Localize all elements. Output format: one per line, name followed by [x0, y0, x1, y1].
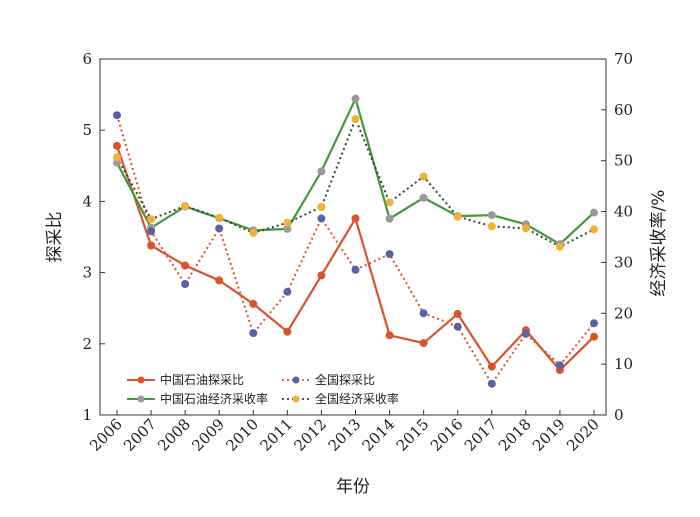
data-point: [113, 158, 121, 167]
data-point: [385, 214, 394, 223]
x-tick-label: 2016: [427, 415, 467, 455]
data-point: [249, 329, 258, 338]
y2-tick-label: 60: [614, 101, 633, 119]
data-point: [487, 379, 496, 388]
data-point: [283, 218, 292, 227]
data-point: [317, 214, 326, 223]
data-point: [521, 329, 530, 338]
data-point: [249, 299, 258, 308]
y2-tick-label: 70: [614, 50, 633, 68]
data-point: [351, 115, 360, 123]
data-point: [351, 94, 360, 103]
legend-label: 全国经济采收率: [315, 391, 399, 406]
data-point: [351, 214, 360, 223]
data-point: [590, 319, 598, 328]
data-point: [487, 222, 496, 231]
x-tick-label: 2009: [188, 415, 228, 455]
data-point: [147, 215, 156, 224]
legend-label: 中国石油经济采收率: [160, 391, 268, 406]
data-point: [419, 172, 428, 181]
data-point: [317, 203, 326, 211]
data-point: [351, 265, 360, 274]
data-point: [249, 228, 258, 237]
y-axis-title: 探采比: [45, 212, 65, 263]
data-point: [113, 141, 121, 150]
x-tick-label: 2006: [86, 415, 126, 455]
x-tick-label: 2019: [529, 415, 569, 455]
data-point: [147, 227, 156, 236]
y2-tick-label: 10: [614, 355, 633, 373]
data-point: [590, 332, 598, 341]
legend-label: 中国石油探采比: [160, 372, 244, 387]
data-point: [215, 276, 224, 285]
data-point: [147, 241, 156, 250]
y-tick-label: 6: [82, 50, 92, 68]
data-point: [487, 211, 496, 220]
data-point: [419, 193, 428, 202]
data-point: [590, 208, 598, 217]
data-point: [113, 111, 121, 120]
data-point: [453, 322, 462, 331]
data-point: [317, 271, 326, 280]
data-point: [385, 198, 394, 207]
legend-marker: [137, 376, 145, 384]
x-tick-label: 2020: [563, 415, 603, 455]
y-tick-label: 4: [82, 192, 92, 210]
data-point: [283, 224, 292, 233]
y2-tick-label: 0: [614, 406, 624, 424]
y2-tick-label: 40: [614, 203, 633, 221]
data-point: [385, 250, 394, 259]
data-point: [181, 202, 190, 210]
y2-tick-label: 50: [614, 152, 633, 170]
plot-frame: [99, 58, 607, 416]
data-point: [215, 213, 224, 222]
y-tick-label: 5: [82, 121, 92, 139]
data-point: [487, 362, 496, 371]
series-line: [116, 116, 595, 248]
y-tick-label: 2: [82, 335, 92, 353]
y2-tick-label: 20: [614, 304, 633, 322]
x-tick-label: 2010: [222, 415, 262, 455]
x-tick-label: 2012: [291, 415, 331, 455]
data-point: [113, 153, 121, 162]
data-point: [521, 224, 530, 233]
y2-axis-title: 经济采收率/%: [649, 190, 669, 297]
x-tick-label: 2018: [495, 415, 535, 455]
x-tick-label: 2013: [325, 415, 365, 455]
data-point: [385, 331, 394, 340]
legend-marker: [137, 395, 145, 403]
legend-label: 全国探采比: [315, 372, 375, 387]
legend-marker: [292, 376, 300, 384]
data-point: [181, 280, 190, 288]
series-layer: [113, 94, 598, 388]
data-point: [453, 212, 462, 221]
x-axis-title: 年份: [336, 477, 370, 497]
data-point: [181, 261, 190, 270]
series-line: [116, 114, 595, 386]
x-tick-label: 2011: [256, 415, 296, 455]
x-tick-label: 2017: [461, 415, 501, 455]
y2-tick-label: 30: [614, 253, 633, 271]
data-point: [419, 339, 428, 348]
data-point: [419, 309, 428, 318]
data-point: [453, 309, 462, 318]
x-tick-label: 2015: [393, 415, 433, 455]
data-point: [555, 361, 564, 370]
data-point: [283, 287, 292, 296]
data-point: [317, 167, 326, 176]
legend-marker: [292, 395, 300, 403]
y-tick-label: 1: [82, 406, 92, 424]
x-tick-label: 2007: [120, 415, 160, 455]
x-tick-label: 2014: [359, 415, 399, 455]
data-point: [283, 327, 292, 336]
series-line: [115, 145, 595, 372]
y-tick-label: 3: [82, 264, 92, 282]
data-point: [215, 224, 224, 233]
data-point: [590, 225, 598, 234]
x-tick-label: 2008: [154, 415, 194, 455]
data-point: [555, 242, 564, 251]
